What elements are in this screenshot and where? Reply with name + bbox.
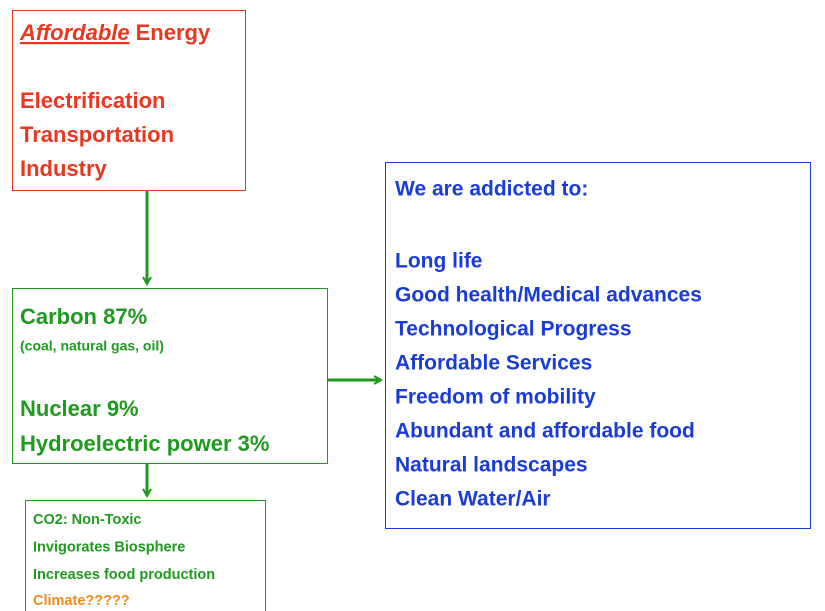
carbon-note: (coal, natural gas, oil) [20, 338, 164, 354]
addiction-item: Good health/Medical advances [395, 284, 702, 307]
addiction-item: Freedom of mobility [395, 386, 596, 409]
energy-item: Industry [20, 156, 108, 181]
co2-line: Increases food production [33, 567, 215, 583]
sources-box [12, 288, 328, 464]
addiction-item: Long life [395, 250, 483, 273]
energy-title: Affordable Energy [19, 20, 211, 45]
climate-question: Climate????? [33, 593, 130, 609]
addiction-item: Technological Progress [395, 318, 632, 341]
addiction-item: Affordable Services [395, 352, 592, 375]
co2-box [25, 500, 266, 611]
co2-line: CO2: Non-Toxic [33, 512, 141, 528]
addiction-item: Natural landscapes [395, 454, 588, 477]
energy-box [12, 10, 246, 191]
energy-item: Electrification [20, 88, 165, 113]
title-emphasis: Affordable [19, 20, 130, 45]
energy-item: Transportation [20, 122, 174, 147]
carbon: Carbon 87% [20, 304, 147, 329]
nuclear: Nuclear 9% [20, 396, 139, 421]
hydro: Hydroelectric power 3% [20, 431, 269, 456]
addiction-item: Clean Water/Air [395, 488, 551, 511]
addiction-box [385, 162, 811, 529]
title-rest: Energy [136, 20, 211, 45]
addiction-item: Abundant and affordable food [395, 420, 695, 443]
co2-line: Invigorates Biosphere [33, 539, 185, 555]
addiction-heading: We are addicted to: [395, 178, 588, 201]
